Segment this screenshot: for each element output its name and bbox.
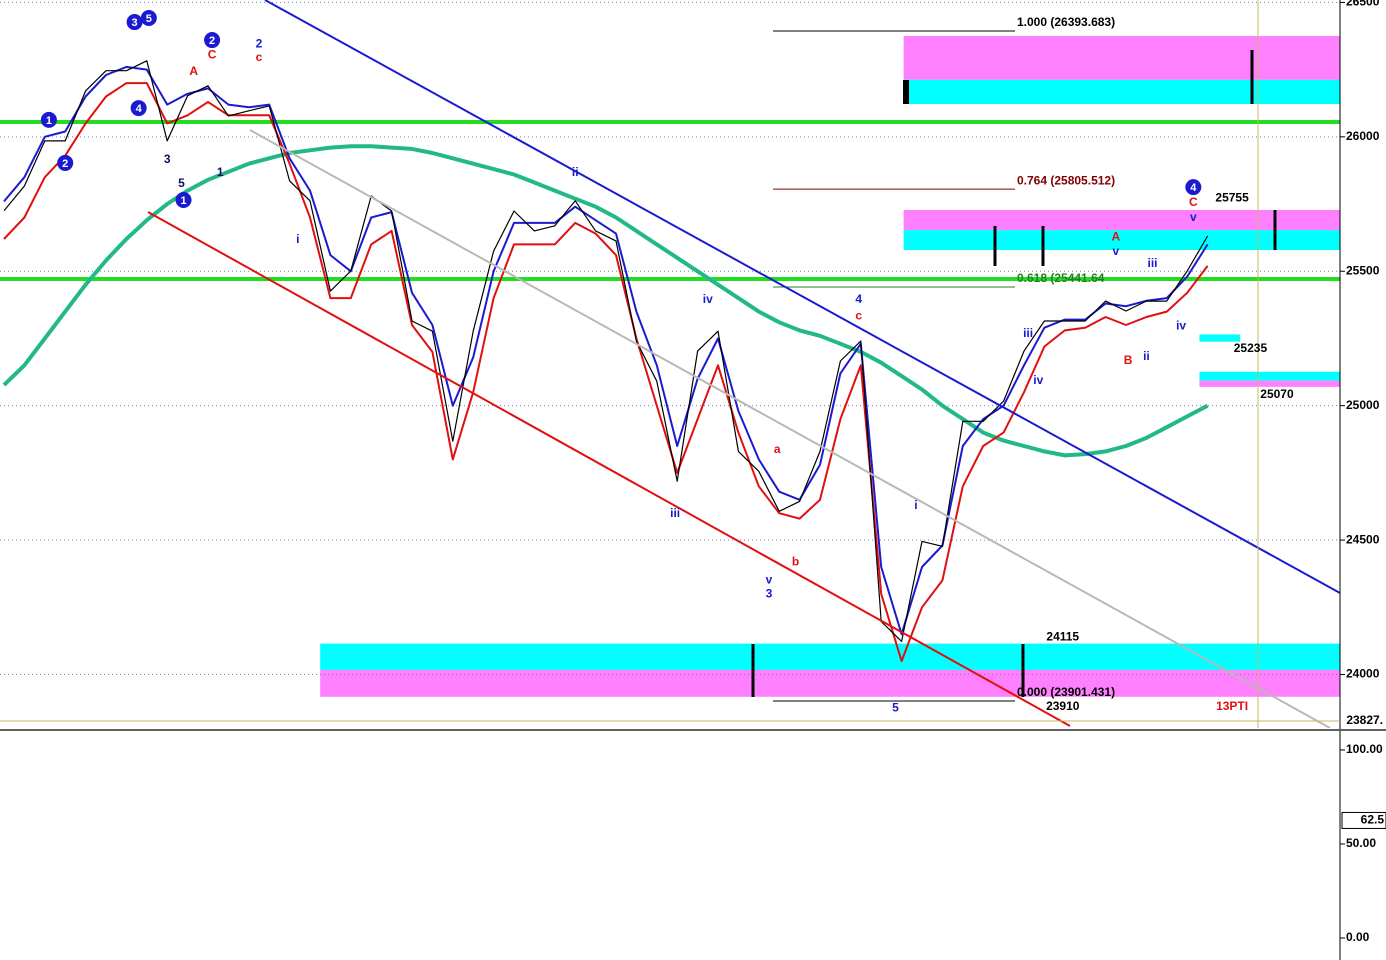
annotation: 1 [217,165,224,179]
wave-label: 4 [136,103,143,115]
y-tick-label: 26500 [1346,0,1380,9]
wave-label: 3 [131,17,137,29]
wave-label: 2 [209,35,215,47]
wave-label: 1 [180,195,186,207]
wave-label: 1 [46,115,52,127]
annotation: 3 [766,586,773,600]
annotation: 25235 [1234,341,1268,355]
annotation: 2 [256,36,263,50]
zone [1199,334,1241,342]
wave-marker [40,111,57,128]
y-tick-label: 25500 [1346,263,1380,277]
zone [1199,371,1340,381]
annotation: A [1111,229,1120,243]
series-line [3,82,1209,663]
annotation: iv [1033,373,1043,387]
fib-label: 0.764 (25805.512) [1017,173,1115,187]
wave-marker [126,14,143,31]
zone [903,79,1340,105]
annotation: C [1189,195,1198,209]
annotation: a [774,442,781,456]
zone [903,36,1340,80]
annotation: 25755 [1215,190,1249,204]
annotation: B [1124,353,1133,367]
zone [320,669,1340,697]
annotation: iii [1148,256,1158,270]
annotation: 24115 [1046,629,1079,643]
y-tick-label: 25000 [1346,398,1380,412]
zone [1199,380,1340,387]
annotation: 4 [855,292,862,306]
annotation: v [1112,244,1119,258]
annotation: 25070 [1260,387,1294,401]
wave-marker [1185,179,1202,196]
y-tick-label: 100.00 [1346,742,1383,756]
wave-marker [175,192,192,209]
panel: 1.000 (26393.683) 0.764 (25805.512) 0.618 … [0,1,1340,702]
annotation: iv [703,292,713,306]
current-value-label: 62.5 [1361,813,1385,827]
y-tick-label: 0.00 [1346,930,1370,944]
annotation: v [766,572,773,586]
trend-line [249,129,1331,728]
wave-marker [204,32,221,49]
y-tick-label: 26000 [1346,129,1380,143]
annotation: c [256,50,263,64]
fib-label: 1.000 (26393.683) [1017,15,1115,29]
annotation: iii [1023,326,1033,340]
wave-marker [130,100,147,117]
annotation: iii [670,506,680,520]
series-line [2,144,1209,458]
y-tick-label: 24000 [1346,667,1380,681]
annotation: i [296,232,299,246]
annotation: c [855,308,862,322]
trend-line [264,0,1340,594]
annotation: b [792,554,799,568]
zone [903,230,1340,251]
series-line [3,65,1209,636]
y-tick-label: 50.00 [1346,836,1376,850]
wave-label: 4 [1190,182,1197,194]
wave-marker [57,154,74,171]
annotation: 5 [178,176,185,190]
y-tick-label: 24500 [1346,532,1380,546]
zone [903,209,1340,231]
wave-label: 2 [62,158,68,170]
annotation: i [914,498,917,512]
wave-label: 5 [146,13,152,25]
annotation: 23910 [1046,699,1080,713]
current-value-box [1341,811,1386,829]
trend-lines [147,0,1340,728]
annotation: ii [572,165,579,179]
annotation: A [189,64,198,78]
trend-line [147,211,1071,727]
series-line [3,60,1209,642]
fib-label: 0.000 (23901.431) [1017,685,1115,699]
annotation: v [1190,210,1197,224]
fib-label: 0.618 (25441.64 [1017,271,1105,285]
annotation: ii [1143,349,1150,363]
annotation: iv [1176,318,1186,332]
annotation: 3 [164,152,171,166]
bar-marker [903,80,909,104]
annotation: 13PTI [1216,699,1248,713]
zone [320,643,1340,670]
annotation: 23827. [1346,713,1383,727]
annotation: C [208,47,217,61]
wave-marker [140,10,157,27]
annotation: 5 [892,700,899,714]
